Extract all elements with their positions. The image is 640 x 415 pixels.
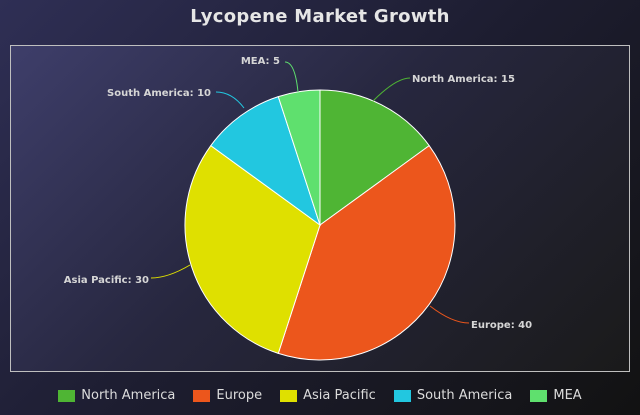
pie-slice-asia-pacific[interactable] <box>184 144 321 355</box>
data-label-europe: Europe: 40 <box>471 320 532 331</box>
pie-slice-europe[interactable] <box>277 144 456 361</box>
connector-line-north-america <box>372 77 411 102</box>
pie-slice-mea[interactable] <box>277 89 321 226</box>
legend-label: Asia Pacific <box>303 388 376 403</box>
legend-swatch-europe <box>193 389 211 402</box>
legend-swatch-mea <box>530 389 548 402</box>
legend-label: South America <box>416 388 513 403</box>
legend-item-mea[interactable]: MEA <box>530 388 582 403</box>
legend-item-europe[interactable]: Europe <box>193 388 262 403</box>
legend-item-north-america[interactable]: North America <box>58 388 175 403</box>
connector-line-mea <box>284 61 299 93</box>
pie-slice-north-america[interactable] <box>319 89 430 226</box>
connector-line-south-america <box>215 91 245 109</box>
data-label-south-america: South America: 10 <box>107 88 211 99</box>
legend-label: North America <box>81 388 176 403</box>
chart-title: Lycopene Market Growth <box>190 6 450 27</box>
data-label-mea: MEA: 5 <box>241 56 280 67</box>
legend-item-asia-pacific[interactable]: Asia Pacific <box>280 388 376 403</box>
legend: North America Europe Asia Pacific South … <box>0 388 640 403</box>
connector-line-europe <box>429 305 470 324</box>
pie-slice-south-america[interactable] <box>210 95 321 227</box>
legend-label: Europe <box>216 388 263 403</box>
legend-swatch-north-america <box>58 389 76 402</box>
legend-label: MEA <box>553 388 582 403</box>
connector-line-asia-pacific <box>150 264 191 279</box>
legend-swatch-asia-pacific <box>280 389 298 402</box>
data-label-north-america: North America: 15 <box>412 74 515 85</box>
legend-swatch-south-america <box>393 389 411 402</box>
legend-item-south-america[interactable]: South America <box>393 388 513 403</box>
data-label-asia-pacific: Asia Pacific: 30 <box>64 275 149 286</box>
